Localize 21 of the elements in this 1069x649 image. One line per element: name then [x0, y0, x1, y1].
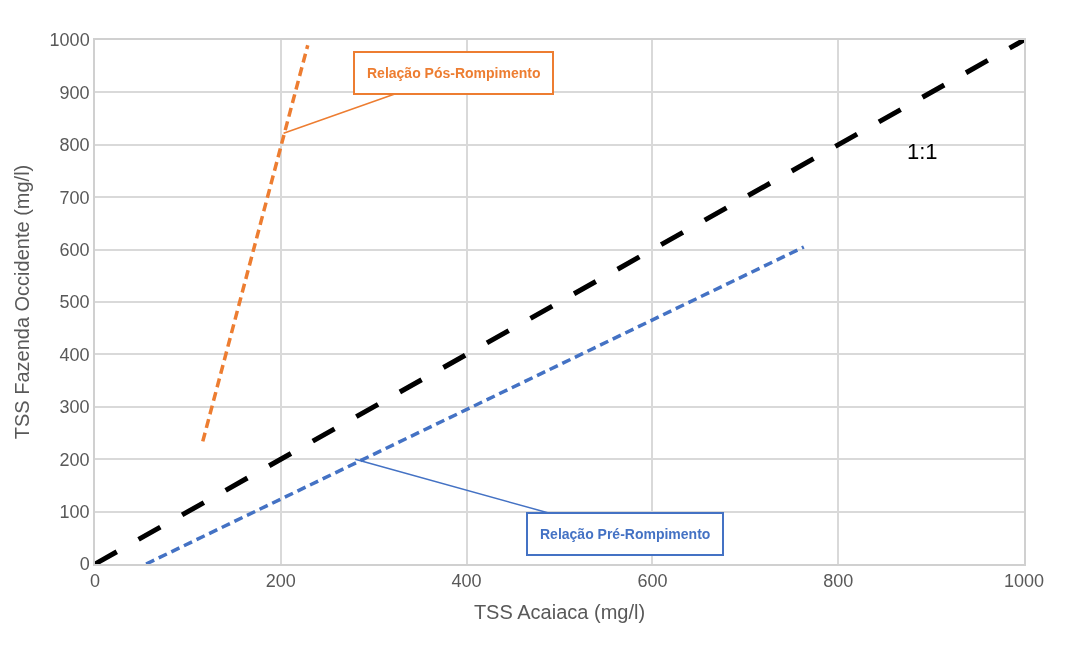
x-tick-label: 400 — [451, 571, 482, 592]
y-axis-title: TSS Fazenda Occidente (mg/l) — [10, 164, 33, 440]
y-tick-label: 100 — [59, 501, 90, 522]
annotation: Relação Pós-Rompimento — [367, 65, 541, 81]
x-tick-label: 200 — [265, 571, 296, 592]
y-tick-label: 1000 — [49, 30, 90, 51]
y-tick-label: 600 — [59, 239, 90, 260]
x-tick-label: 1000 — [1003, 571, 1045, 592]
y-tick-label: 500 — [59, 292, 90, 313]
annotation: 1:1 — [907, 139, 938, 164]
y-tick-label: 900 — [59, 82, 90, 103]
x-tick-label: 600 — [637, 571, 668, 592]
x-axis-title: TSS Acaiaca (mg/l) — [473, 601, 646, 624]
x-tick-label: 800 — [823, 571, 854, 592]
y-tick-label: 300 — [59, 397, 90, 418]
y-tick-label: 0 — [79, 554, 90, 575]
y-tick-label: 700 — [59, 187, 90, 208]
annotation: Relação Pré-Rompimento — [540, 526, 711, 542]
y-tick-label: 800 — [59, 135, 90, 156]
y-tick-label: 200 — [59, 449, 90, 470]
y-tick-label: 400 — [59, 344, 90, 365]
